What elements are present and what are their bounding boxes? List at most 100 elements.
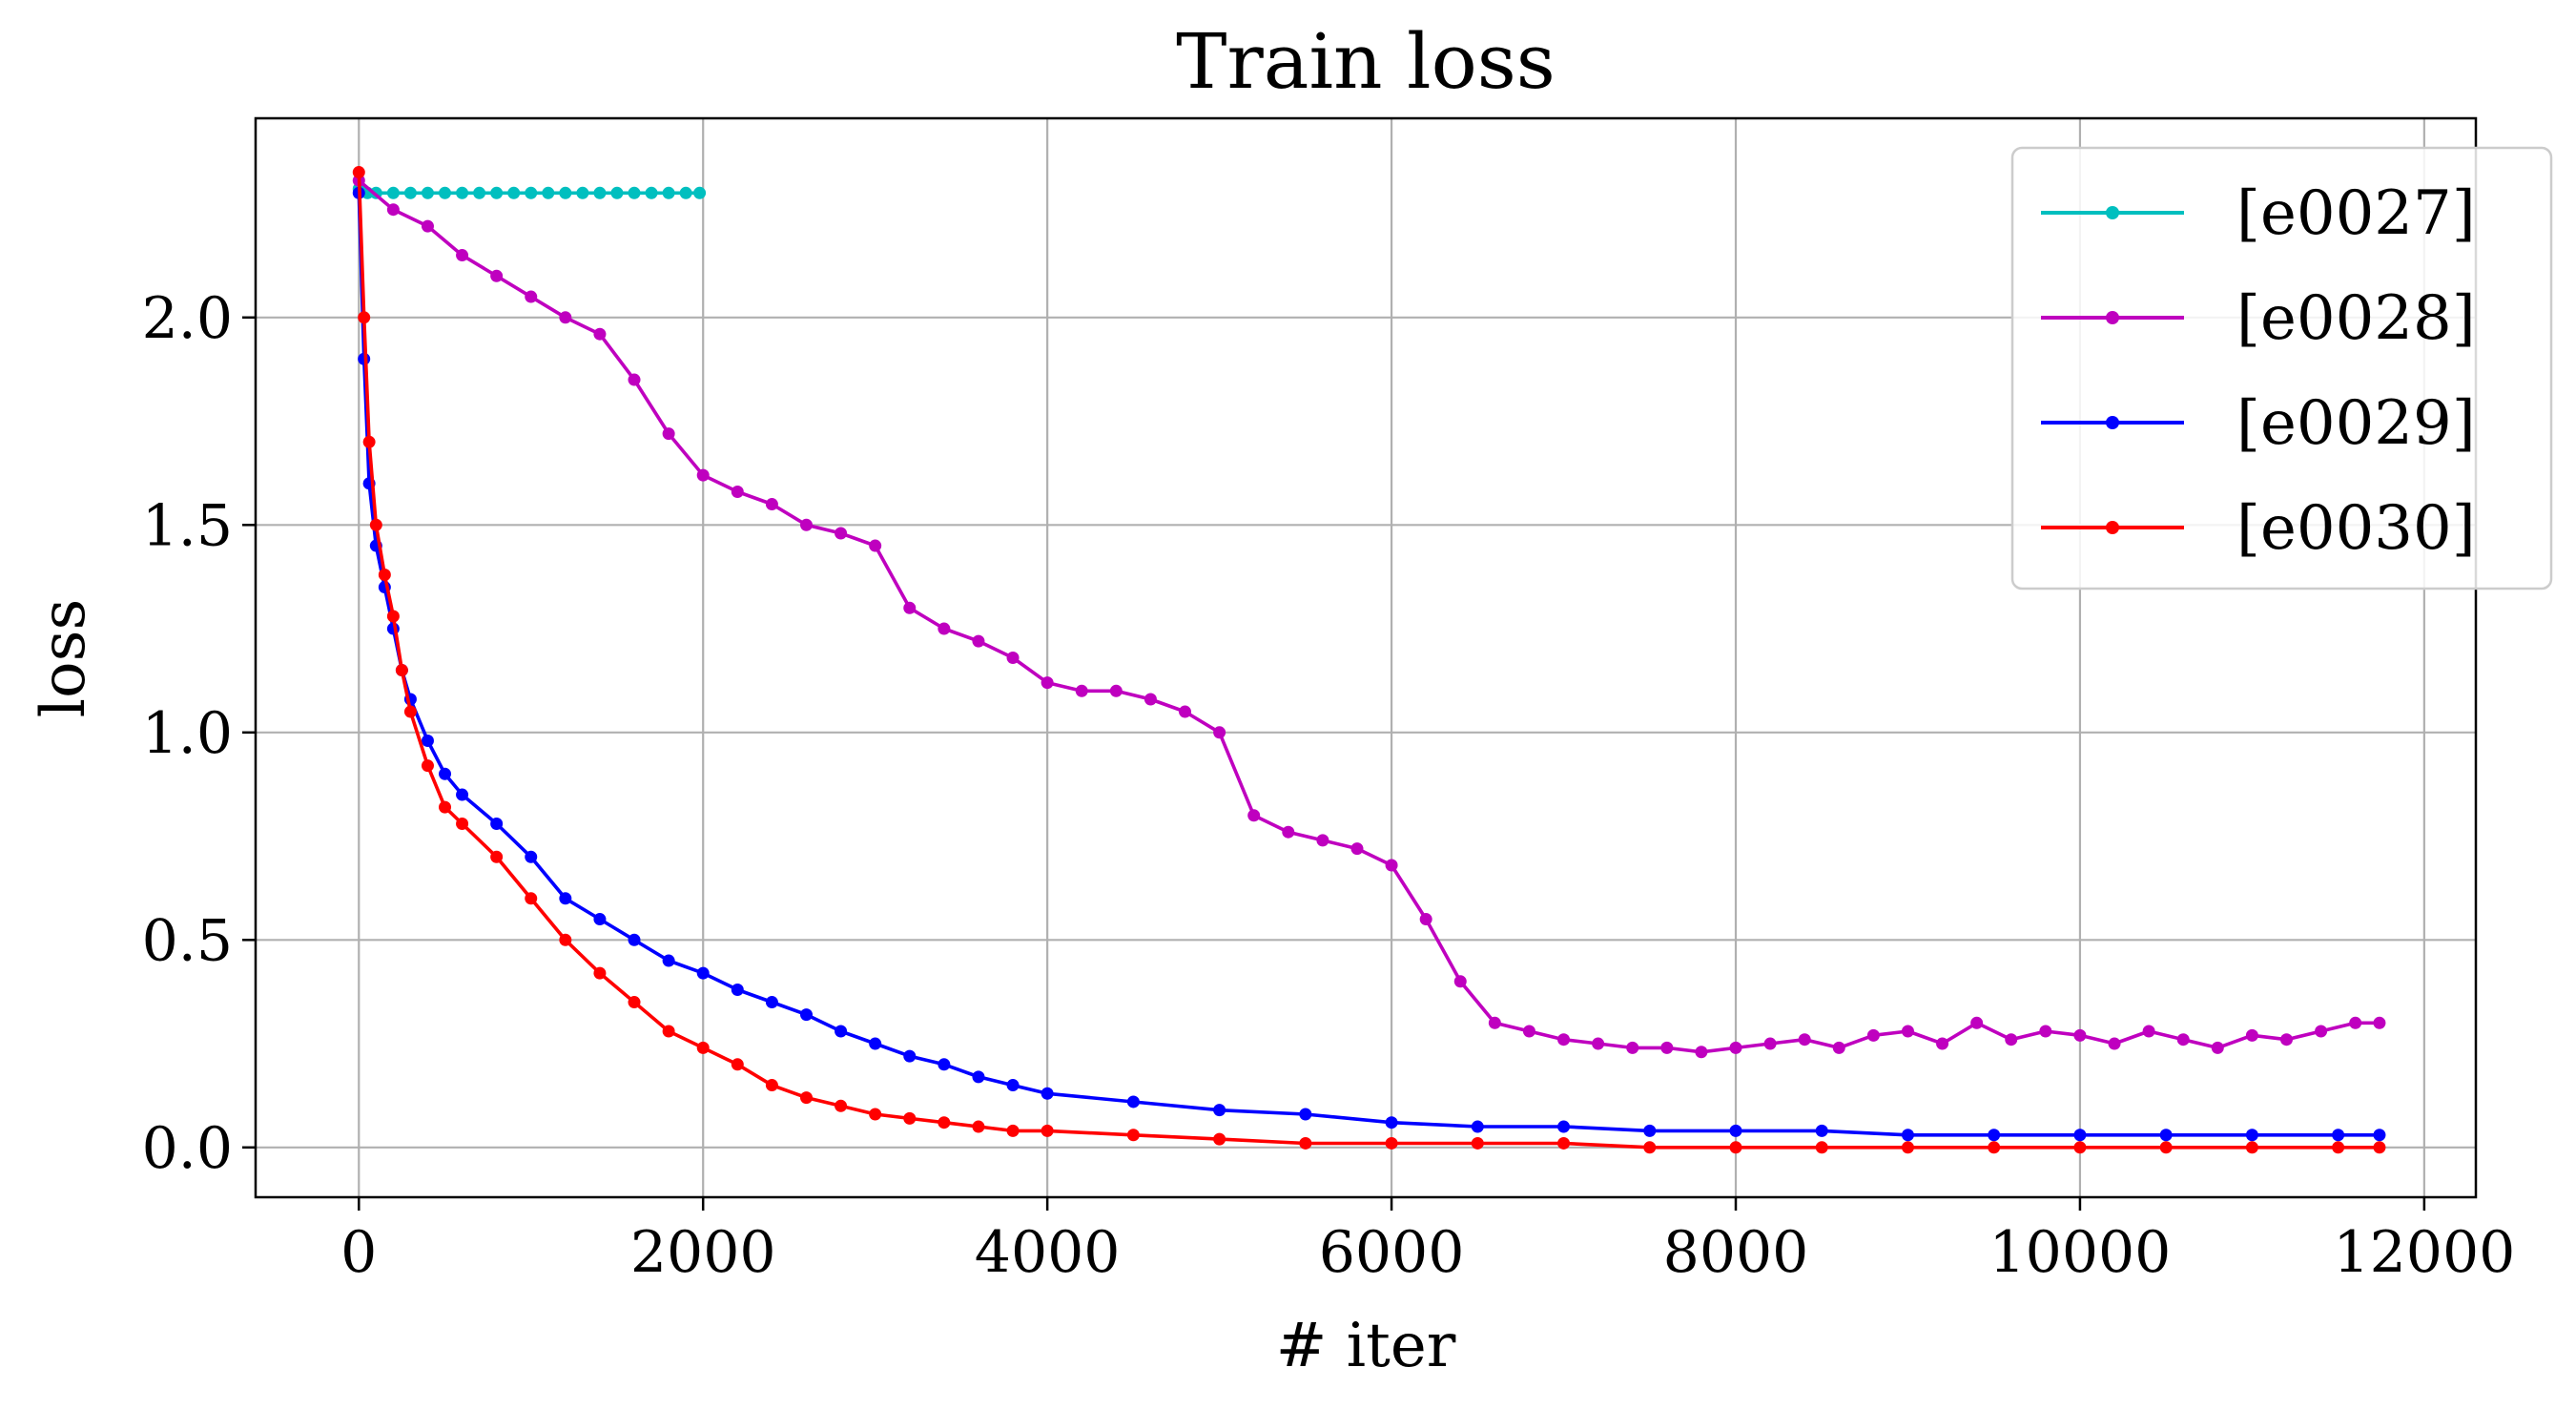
- legend-swatch-marker: [2106, 521, 2119, 534]
- data-point: [1109, 684, 1123, 697]
- data-point: [1988, 1129, 2001, 1142]
- data-point: [2176, 1033, 2190, 1046]
- data-point: [490, 269, 504, 282]
- data-point: [1901, 1141, 1914, 1154]
- data-point: [2349, 1016, 2362, 1029]
- data-point: [439, 186, 452, 199]
- data-point: [1385, 1116, 1398, 1129]
- data-point: [1471, 1120, 1484, 1133]
- legend-box: [2010, 146, 2553, 591]
- x-tick-label: 0: [340, 1219, 377, 1286]
- data-point: [765, 996, 778, 1009]
- legend-label: [e0027]: [2236, 178, 2476, 249]
- data-point: [1901, 1129, 1914, 1142]
- data-point: [1041, 1087, 1054, 1100]
- data-point: [2005, 1033, 2018, 1046]
- data-point: [362, 435, 376, 448]
- data-point: [358, 311, 371, 324]
- data-point: [1041, 676, 1054, 690]
- data-point: [1247, 809, 1261, 822]
- data-point: [1729, 1141, 1742, 1154]
- data-point: [2373, 1016, 2386, 1029]
- x-tick-label: 12000: [2333, 1219, 2515, 1286]
- data-point: [731, 486, 744, 498]
- data-point: [765, 1079, 778, 1092]
- data-point: [2073, 1141, 2087, 1154]
- data-point: [386, 186, 400, 199]
- data-point: [869, 539, 882, 552]
- legend-item: [e0027]: [2041, 178, 2476, 249]
- series-e0029: [352, 186, 2386, 1142]
- data-point: [559, 311, 572, 324]
- data-point: [456, 249, 469, 262]
- data-point: [378, 569, 391, 581]
- data-point: [395, 664, 408, 677]
- data-point: [2245, 1141, 2258, 1154]
- data-point: [2073, 1028, 2087, 1042]
- data-point: [421, 735, 434, 747]
- x-tick-label: 8000: [1663, 1219, 1809, 1286]
- data-point: [439, 767, 452, 780]
- chart-title: Train loss: [1176, 17, 1556, 106]
- data-point: [799, 1091, 813, 1105]
- data-point: [662, 186, 675, 199]
- data-point: [403, 705, 417, 718]
- data-point: [1471, 1136, 1484, 1150]
- data-point: [525, 850, 538, 863]
- data-point: [731, 1058, 744, 1071]
- data-point: [456, 818, 469, 830]
- data-point: [679, 186, 692, 199]
- data-point: [903, 1111, 917, 1125]
- data-point: [628, 996, 641, 1009]
- legend-item: [e0030]: [2041, 493, 2476, 564]
- data-point: [1213, 1132, 1226, 1146]
- data-point: [2159, 1129, 2173, 1142]
- data-point: [2315, 1025, 2328, 1038]
- data-point: [386, 610, 400, 623]
- legend-label: [e0028]: [2236, 283, 2476, 354]
- data-point: [403, 186, 417, 199]
- data-point: [1006, 1079, 1020, 1092]
- data-point: [610, 186, 624, 199]
- data-point: [576, 186, 589, 199]
- data-point: [2245, 1129, 2258, 1142]
- data-point: [1126, 1129, 1140, 1142]
- data-point: [1798, 1033, 1811, 1046]
- data-point: [593, 913, 607, 926]
- x-tick-label: 2000: [630, 1219, 776, 1286]
- data-point: [421, 186, 434, 199]
- data-point: [1695, 1046, 1708, 1059]
- data-point: [2073, 1129, 2087, 1142]
- data-point: [2373, 1141, 2386, 1154]
- data-point: [1626, 1041, 1639, 1054]
- data-point: [645, 186, 658, 199]
- data-point: [369, 518, 382, 531]
- data-point: [421, 219, 434, 233]
- data-point: [525, 290, 538, 303]
- legend-label: [e0029]: [2236, 388, 2476, 459]
- data-point: [456, 186, 469, 199]
- data-point: [1006, 652, 1020, 664]
- data-point: [765, 498, 778, 511]
- data-point: [938, 622, 951, 635]
- data-point: [1592, 1037, 1605, 1050]
- y-tick-label: 1.5: [142, 492, 233, 559]
- data-point: [490, 850, 504, 863]
- data-point: [1729, 1041, 1742, 1054]
- data-point: [1282, 825, 1295, 839]
- series-e0028: [352, 174, 2386, 1059]
- data-point: [1213, 1104, 1226, 1117]
- data-point: [1350, 842, 1364, 856]
- data-point: [2159, 1141, 2173, 1154]
- data-point: [1419, 913, 1432, 926]
- data-point: [1815, 1124, 1828, 1137]
- data-point: [903, 601, 917, 614]
- data-point: [1522, 1025, 1535, 1038]
- data-point: [972, 634, 985, 648]
- data-point: [525, 186, 538, 199]
- data-point: [628, 186, 641, 199]
- y-tick-label: 2.0: [142, 285, 233, 352]
- data-point: [938, 1058, 951, 1071]
- data-point: [799, 1008, 813, 1022]
